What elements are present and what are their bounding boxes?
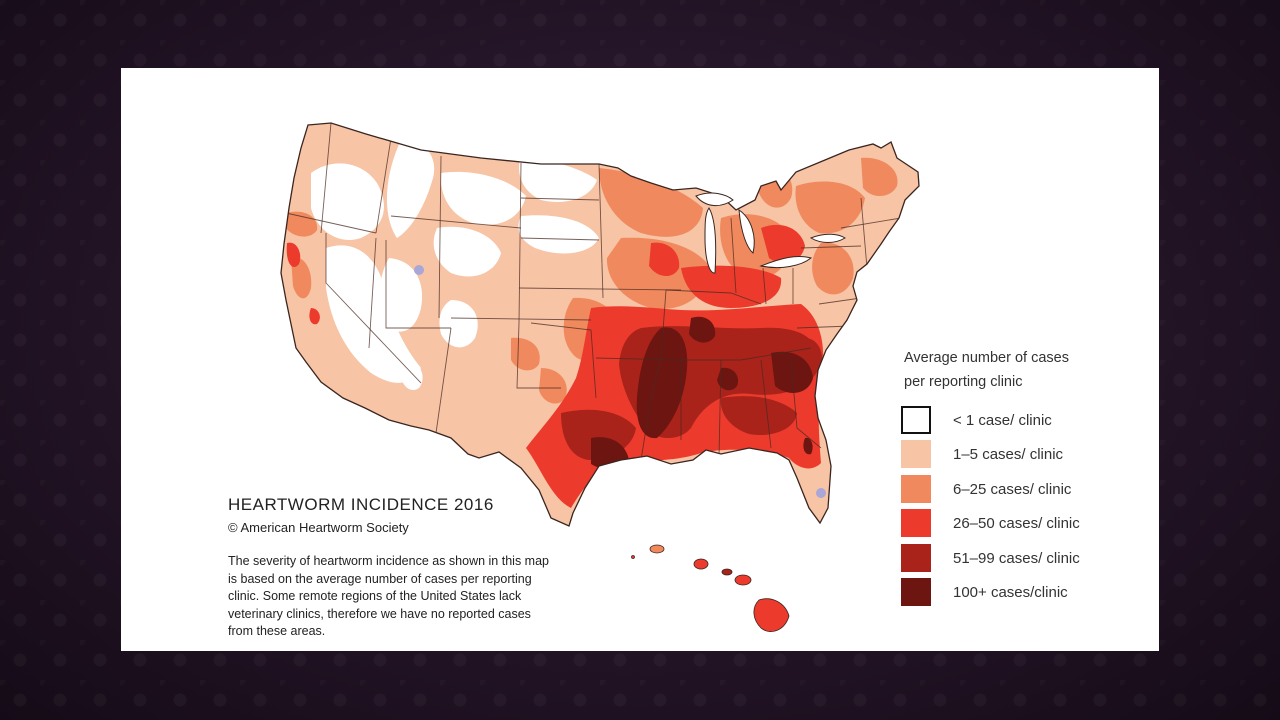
legend-label: 1–5 cases/ clinic (953, 445, 1064, 463)
map-credit: © American Heartworm Society (228, 520, 409, 535)
legend-item-6-25: 6–25 cases/ clinic (901, 474, 1141, 504)
state-boundaries (285, 123, 902, 461)
legend-swatch (901, 406, 931, 434)
us-incidence-map (280, 122, 920, 632)
great-lakes (695, 192, 846, 274)
legend-swatch (901, 440, 931, 468)
legend-label: < 1 case/ clinic (953, 411, 1052, 429)
legend-item-100plus: 100+ cases/clinic (901, 577, 1141, 607)
legend-swatch (901, 544, 931, 572)
legend-item-51-99: 51–99 cases/ clinic (901, 543, 1141, 573)
map-title: HEARTWORM INCIDENCE 2016 (228, 495, 494, 514)
heartworm-map-card: Average number of cases per reporting cl… (121, 68, 1159, 651)
no-data-spot (414, 265, 424, 275)
legend-title-line2: per reporting clinic (904, 374, 1023, 390)
legend-title-line1: Average number of cases (904, 350, 1069, 366)
incidence-regions (286, 139, 898, 508)
legend-title: Average number of cases per reporting cl… (904, 346, 1104, 394)
legend-swatch (901, 509, 931, 537)
hawaii-islands (631, 544, 790, 632)
legend-label: 26–50 cases/ clinic (953, 514, 1080, 532)
legend-swatch (901, 578, 931, 606)
legend-item-26-50: 26–50 cases/ clinic (901, 508, 1141, 538)
legend-label: 51–99 cases/ clinic (953, 549, 1080, 567)
legend-label: 6–25 cases/ clinic (953, 480, 1072, 498)
map-note: The severity of heartworm incidence as s… (228, 554, 549, 638)
legend-label: 100+ cases/clinic (953, 583, 1068, 601)
no-data-spot (816, 488, 826, 498)
region-low-incidence (311, 139, 599, 391)
legend-swatch (901, 475, 931, 503)
legend-item-lt1: < 1 case/ clinic (901, 405, 1141, 435)
legend-item-1-5: 1–5 cases/ clinic (901, 439, 1141, 469)
